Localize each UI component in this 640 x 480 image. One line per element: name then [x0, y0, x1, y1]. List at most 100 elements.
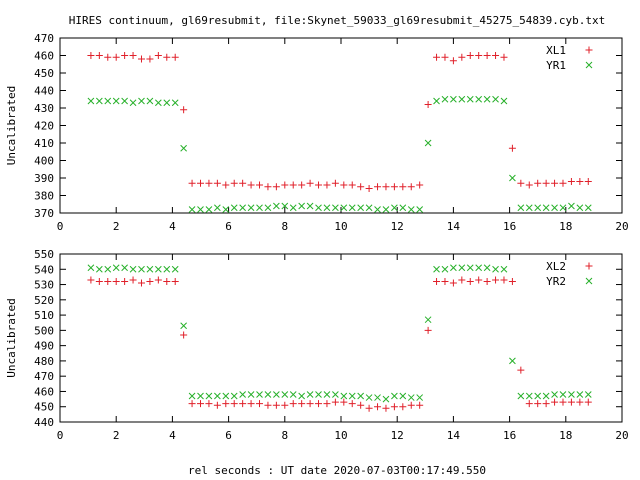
data-point — [137, 55, 145, 63]
data-point — [399, 183, 407, 191]
data-point — [509, 357, 516, 365]
x-tick-label: 20 — [615, 220, 628, 233]
data-point — [315, 181, 323, 189]
data-point — [95, 277, 103, 285]
data-point — [121, 52, 129, 59]
data-point — [298, 392, 306, 400]
data-point — [112, 53, 120, 61]
data-point — [559, 179, 567, 187]
data-point — [281, 401, 289, 409]
data-point — [154, 276, 162, 284]
data-point — [180, 144, 187, 152]
x-tick-label: 18 — [559, 429, 572, 442]
data-point — [239, 391, 247, 398]
legend-label: XL1 — [546, 44, 566, 57]
data-point — [525, 181, 533, 189]
x-tick-label: 10 — [334, 220, 347, 233]
x-tick-label: 10 — [334, 429, 347, 442]
data-point — [576, 178, 584, 185]
data-point — [289, 400, 297, 408]
data-point — [424, 316, 432, 324]
data-point — [542, 392, 550, 400]
data-point — [163, 53, 171, 61]
data-point — [492, 265, 499, 273]
data-point — [180, 106, 188, 114]
x-tick-label: 20 — [615, 429, 628, 442]
data-point — [407, 183, 415, 191]
data-point — [129, 99, 137, 107]
data-point — [374, 403, 382, 411]
data-point — [584, 391, 592, 398]
data-point — [492, 52, 500, 59]
data-point — [306, 391, 314, 398]
x-tick-label: 0 — [57, 220, 64, 233]
data-point — [466, 277, 474, 285]
data-point — [517, 179, 525, 187]
data-point — [407, 394, 415, 401]
data-point — [399, 392, 407, 400]
data-point — [331, 179, 339, 187]
data-point — [500, 97, 508, 105]
series-YR1 — [87, 95, 592, 213]
data-point — [87, 276, 95, 284]
data-point — [213, 401, 221, 409]
data-point — [146, 265, 154, 273]
data-point — [112, 97, 120, 105]
data-point — [180, 322, 187, 330]
y-tick-label: 380 — [34, 190, 54, 203]
data-point — [424, 139, 432, 147]
data-point — [197, 206, 204, 213]
data-point — [256, 181, 264, 189]
data-point — [399, 204, 407, 212]
data-point — [348, 181, 356, 189]
legend-label: YR2 — [546, 275, 566, 288]
data-point — [332, 204, 339, 212]
data-point — [584, 204, 592, 212]
data-point — [509, 174, 516, 182]
data-point — [171, 53, 179, 61]
data-point — [197, 179, 204, 187]
data-point — [365, 185, 373, 192]
data-point — [348, 400, 356, 408]
series-XL2 — [87, 276, 592, 412]
data-point — [433, 53, 441, 61]
data-point — [163, 99, 171, 107]
data-point — [214, 204, 221, 212]
y-tick-label: 500 — [34, 324, 54, 337]
data-point — [466, 52, 474, 59]
legend-marker — [585, 277, 593, 285]
y-tick-label: 440 — [34, 416, 54, 429]
legend-marker — [585, 262, 593, 270]
data-point — [340, 181, 348, 189]
y-tick-label: 520 — [34, 294, 54, 307]
data-point — [306, 400, 314, 408]
data-point — [323, 391, 331, 398]
data-point — [104, 53, 112, 61]
y-tick-label: 530 — [34, 279, 54, 292]
data-point — [213, 179, 221, 187]
y-tick-label: 420 — [34, 120, 54, 133]
data-point — [534, 204, 542, 212]
data-point — [450, 264, 457, 272]
data-point — [391, 392, 398, 400]
data-point — [222, 206, 230, 213]
data-point — [340, 204, 348, 212]
data-point — [239, 400, 247, 408]
data-point — [365, 204, 373, 212]
data-point — [475, 95, 483, 103]
data-point — [475, 52, 483, 59]
data-point — [492, 95, 499, 103]
data-point — [458, 276, 466, 284]
data-point — [323, 204, 331, 212]
y-tick-label: 430 — [34, 102, 54, 115]
data-point — [567, 178, 575, 185]
data-point — [298, 400, 306, 408]
data-point — [222, 181, 230, 189]
data-point — [441, 277, 449, 285]
data-point — [289, 391, 297, 398]
x-tick-label: 16 — [503, 429, 516, 442]
data-point — [559, 204, 567, 212]
data-point — [365, 404, 373, 412]
data-point — [154, 52, 162, 59]
data-point — [483, 52, 491, 59]
